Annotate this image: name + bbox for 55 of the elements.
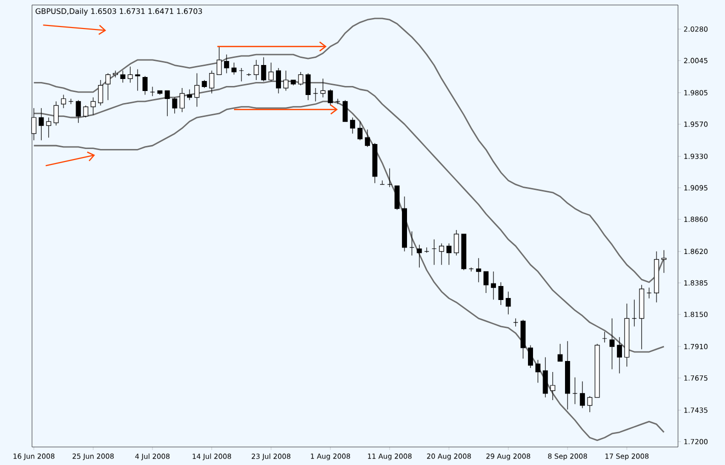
candlestick (216, 46, 222, 75)
candlestick (498, 282, 504, 306)
candlestick (535, 360, 540, 383)
candlestick (439, 243, 444, 266)
candlestick (298, 72, 304, 86)
candlestick (506, 291, 511, 315)
candlestick (76, 100, 81, 124)
candlestick (261, 56, 266, 82)
candlestick (476, 258, 482, 283)
candlestick (550, 372, 556, 400)
candlestick (46, 117, 52, 138)
candlestick (558, 344, 563, 362)
candlestick (342, 100, 348, 122)
candlestick (542, 356, 548, 398)
candlestick (172, 97, 178, 114)
candlestick (306, 73, 311, 100)
candlestick (83, 105, 88, 118)
candlestick (320, 78, 326, 98)
candlestick (164, 90, 170, 116)
candlestick (120, 70, 126, 83)
candlestick (142, 76, 148, 96)
candlestick (364, 129, 370, 148)
candlestick (394, 186, 400, 210)
candlestick (661, 250, 666, 274)
candlestick (587, 396, 592, 412)
candlestick (446, 243, 452, 266)
candlestick (416, 244, 422, 268)
candlestick (180, 88, 185, 112)
candlestick (209, 70, 214, 94)
candlestick (276, 68, 281, 94)
candlestick (60, 94, 66, 108)
candlestick (38, 108, 44, 141)
candlestick (90, 97, 96, 116)
candlestick (528, 344, 534, 368)
candlestick (98, 80, 104, 106)
candlestick (105, 73, 111, 100)
candlestick (283, 70, 288, 92)
candlestick (616, 336, 622, 374)
candlestick (357, 121, 363, 141)
candlestick (194, 73, 200, 108)
candlestick (483, 271, 489, 294)
candlestick (580, 381, 585, 408)
candlestick (135, 68, 140, 92)
candlestick (454, 230, 459, 256)
candlestick (128, 66, 133, 83)
candlestick (268, 62, 274, 82)
candlestick (328, 89, 333, 106)
candlestick (350, 117, 356, 134)
candlestick (254, 60, 259, 80)
candlestick (54, 101, 59, 126)
candlestick (231, 62, 237, 75)
candlestick (187, 89, 192, 100)
candlestick (490, 271, 496, 300)
candlestick (610, 318, 615, 370)
candlestick (224, 54, 230, 74)
